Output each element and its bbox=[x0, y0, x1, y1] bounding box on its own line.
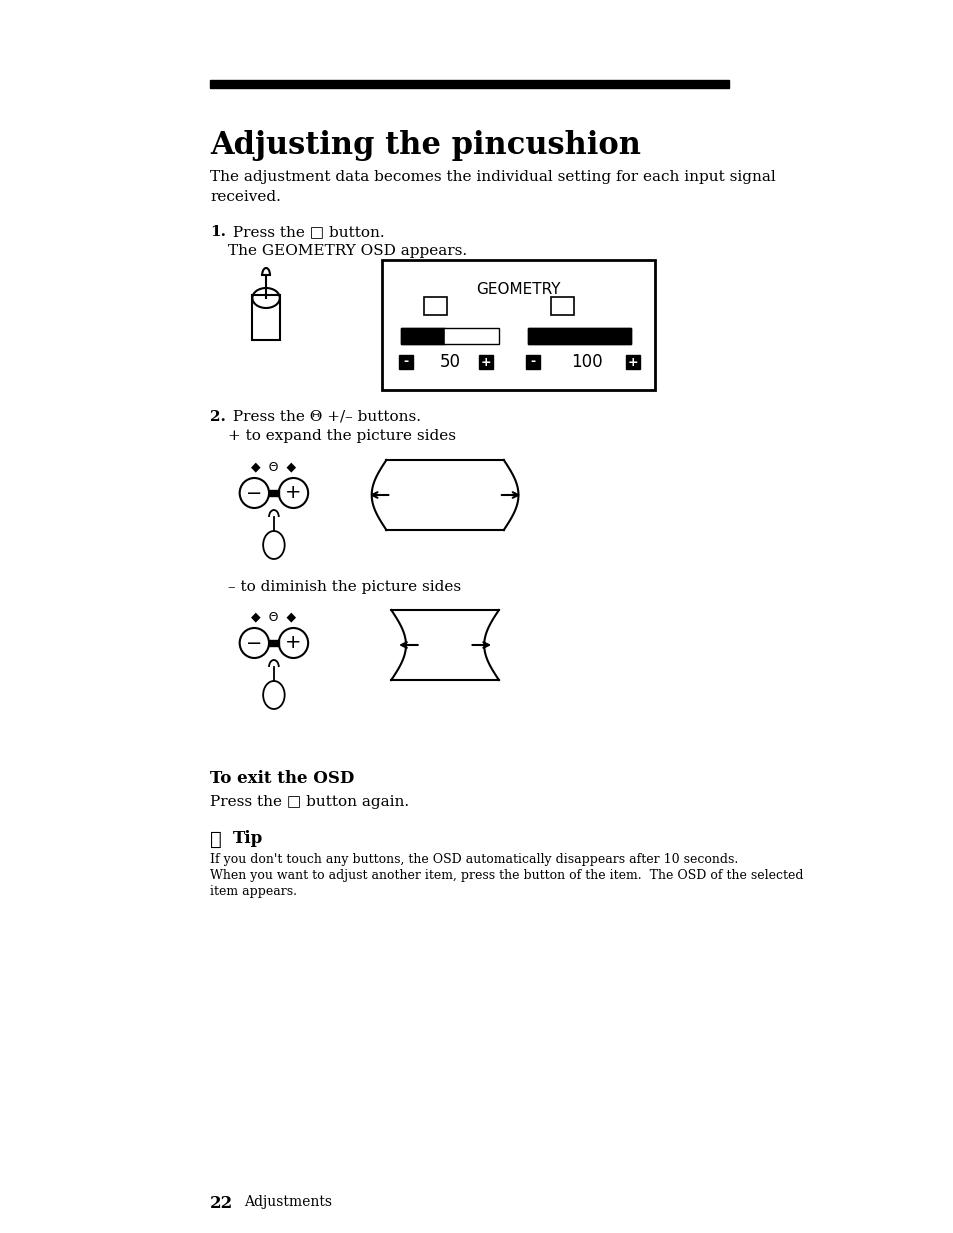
Text: Press the Θ +/– buttons.: Press the Θ +/– buttons. bbox=[228, 411, 420, 424]
Text: Press the □ button.: Press the □ button. bbox=[228, 224, 384, 239]
Text: +: + bbox=[285, 634, 301, 652]
Text: If you don't touch any buttons, the OSD automatically disappears after 10 second: If you don't touch any buttons, the OSD … bbox=[210, 853, 738, 866]
Text: 50: 50 bbox=[439, 353, 460, 371]
Text: GEOMETRY: GEOMETRY bbox=[476, 282, 560, 297]
Text: -: - bbox=[403, 355, 408, 369]
Text: −: − bbox=[246, 634, 262, 652]
Text: Adjusting the pincushion: Adjusting the pincushion bbox=[210, 129, 640, 162]
Bar bbox=[528, 328, 630, 344]
Text: When you want to adjust another item, press the button of the item.  The OSD of : When you want to adjust another item, pr… bbox=[210, 869, 803, 882]
Bar bbox=[625, 355, 639, 369]
Bar bbox=[400, 328, 498, 344]
Bar bbox=[381, 260, 655, 390]
Bar bbox=[445, 328, 498, 344]
Text: Press the □ button again.: Press the □ button again. bbox=[210, 795, 409, 809]
Text: +: + bbox=[627, 355, 638, 369]
Bar bbox=[550, 297, 574, 314]
Text: +: + bbox=[285, 483, 301, 503]
Text: 2.: 2. bbox=[210, 411, 226, 424]
Text: 22: 22 bbox=[210, 1195, 233, 1212]
Bar bbox=[398, 355, 413, 369]
Bar bbox=[253, 295, 279, 340]
Bar bbox=[400, 328, 445, 344]
Bar bbox=[423, 297, 447, 314]
Text: item appears.: item appears. bbox=[210, 885, 297, 898]
Bar bbox=[526, 355, 539, 369]
Text: received.: received. bbox=[210, 190, 281, 203]
Text: The GEOMETRY OSD appears.: The GEOMETRY OSD appears. bbox=[228, 244, 467, 258]
Bar bbox=[269, 640, 278, 646]
Text: -: - bbox=[530, 355, 536, 369]
Bar bbox=[528, 328, 630, 344]
Text: −: − bbox=[246, 483, 262, 503]
Text: – to diminish the picture sides: – to diminish the picture sides bbox=[228, 580, 460, 594]
Text: Tip: Tip bbox=[233, 830, 263, 847]
Text: +: + bbox=[480, 355, 491, 369]
Text: 100: 100 bbox=[571, 353, 602, 371]
Text: ◆  Θ  ◆: ◆ Θ ◆ bbox=[251, 610, 296, 623]
Text: ◆  Θ  ◆: ◆ Θ ◆ bbox=[251, 460, 296, 473]
Bar bbox=[269, 490, 278, 496]
Text: The adjustment data becomes the individual setting for each input signal: The adjustment data becomes the individu… bbox=[210, 170, 775, 184]
Bar bbox=[478, 355, 493, 369]
Text: 🖊: 🖊 bbox=[210, 830, 222, 850]
Text: Adjustments: Adjustments bbox=[244, 1195, 333, 1210]
Text: 1.: 1. bbox=[210, 224, 226, 239]
Text: + to expand the picture sides: + to expand the picture sides bbox=[228, 429, 456, 443]
Text: To exit the OSD: To exit the OSD bbox=[210, 769, 355, 787]
Bar bbox=[210, 80, 728, 88]
